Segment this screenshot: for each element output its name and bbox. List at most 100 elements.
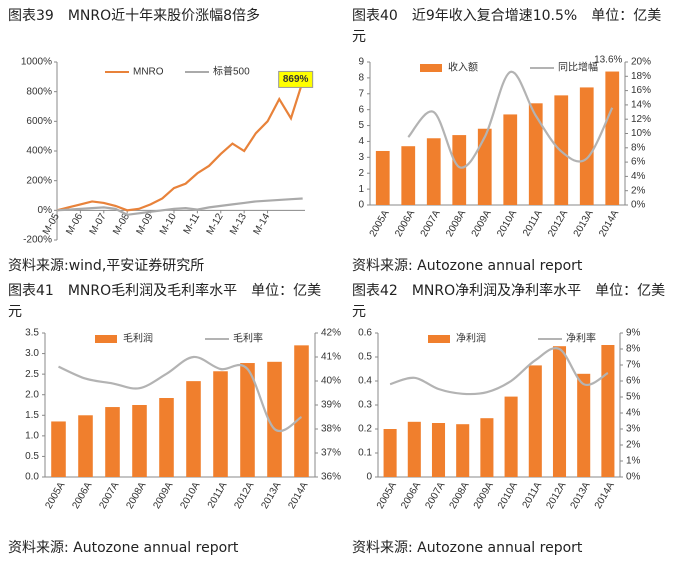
x-tick-label: 2006A <box>70 480 94 511</box>
y-tick-label: 0% <box>38 205 53 216</box>
y2-tick-label: 39% <box>321 400 341 411</box>
y2-tick-label: 0% <box>626 472 641 483</box>
x-tick-label: 2008A <box>444 208 468 239</box>
y-tick-label: 6 <box>358 104 364 115</box>
y2-tick-label: 1% <box>626 456 641 467</box>
y-tick-label: 0.1 <box>358 448 372 459</box>
y-tick-label: 0.6 <box>358 328 372 339</box>
y-tick-label: 4 <box>358 136 364 147</box>
x-tick-label: 2010A <box>496 480 520 511</box>
legend-label: 净利率 <box>566 332 596 345</box>
x-tick-label: 2011A <box>521 480 545 510</box>
bar <box>407 421 421 477</box>
y2-tick-label: 8% <box>631 142 646 153</box>
y2-tick-label: 6% <box>626 376 641 387</box>
y-tick-label: 0.3 <box>358 400 372 411</box>
x-tick-label: 2006A <box>399 480 423 511</box>
annotation: 13.6% <box>594 55 622 66</box>
x-tick-label: 2013A <box>569 480 593 511</box>
y2-tick-label: 7% <box>626 360 641 371</box>
legend-swatch <box>428 335 450 343</box>
x-tick-label: 2006A <box>393 208 417 239</box>
chart-title: 图表40 近9年收入复合增速10.5% 单位：亿美元 <box>352 8 662 45</box>
bar <box>78 415 93 477</box>
x-tick-label: 2011A <box>206 480 230 510</box>
y-tick-label: 9 <box>358 57 364 68</box>
y-tick-label: 200% <box>26 175 52 186</box>
x-tick-label: M-11 <box>182 211 203 236</box>
y2-tick-label: 12% <box>631 114 651 125</box>
legend-swatch <box>95 335 117 343</box>
y-tick-label: 8 <box>358 73 364 84</box>
bar <box>579 87 594 205</box>
x-tick-label: 2010A <box>495 208 519 239</box>
y-tick-label: 0 <box>366 472 372 483</box>
y-tick-label: 0.0 <box>25 472 39 483</box>
y-tick-label: 0.5 <box>25 451 39 462</box>
y2-tick-label: 10% <box>631 128 651 139</box>
x-tick-label: 2012A <box>546 208 570 239</box>
y2-tick-label: 4% <box>626 408 641 419</box>
x-tick-label: M-10 <box>158 211 179 237</box>
bar <box>456 424 470 477</box>
chart-title: 图表41 MNRO毛利润及毛利率水平 单位：亿美元 <box>8 283 322 320</box>
annotation-box <box>278 70 314 88</box>
bar <box>105 407 120 477</box>
y2-tick-label: 9% <box>626 328 641 339</box>
y-tick-label: 1.5 <box>25 410 39 421</box>
bar <box>504 396 518 477</box>
y2-tick-label: 18% <box>631 71 651 82</box>
legend-label: 同比增幅 <box>558 61 598 74</box>
y-tick-label: 1.0 <box>25 430 39 441</box>
source: 资料来源: Autozone annual report <box>8 540 239 556</box>
y-tick-label: 2.0 <box>25 389 39 400</box>
bar <box>503 114 518 205</box>
y2-tick-label: 4% <box>631 171 646 182</box>
y2-tick-label: 14% <box>631 100 651 111</box>
y-tick-label: 3.5 <box>25 328 39 339</box>
x-tick-label: M-14 <box>252 211 273 237</box>
bar <box>601 345 615 477</box>
y2-tick-label: 2% <box>631 185 646 196</box>
y-tick-label: 600% <box>26 116 52 127</box>
y2-tick-label: 40% <box>321 376 341 387</box>
y-tick-label: 800% <box>26 86 52 97</box>
y2-tick-label: 42% <box>321 328 341 339</box>
x-tick-label: M-06 <box>64 211 85 237</box>
bar <box>213 371 228 477</box>
bar <box>552 346 567 477</box>
x-tick-label: 2012A <box>544 480 568 511</box>
line <box>58 355 303 432</box>
legend-swatch <box>420 64 442 72</box>
legend-label: 收入额 <box>448 61 478 74</box>
legend-label: 净利润 <box>456 332 486 345</box>
x-tick-label: 2008A <box>448 480 472 511</box>
x-tick-label: 2007A <box>97 480 121 511</box>
bar <box>51 421 66 477</box>
legend-label: 毛利率 <box>233 332 263 345</box>
source: 资料来源: Autozone annual report <box>352 540 583 556</box>
x-tick-label: M-13 <box>228 211 249 237</box>
y-tick-label: 400% <box>26 146 52 157</box>
bar <box>186 381 201 477</box>
x-tick-label: 2013A <box>259 480 283 511</box>
y-tick-label: 0.4 <box>358 376 372 387</box>
line <box>56 81 304 212</box>
x-tick-label: 2005A <box>368 208 392 239</box>
y-tick-label: 0 <box>358 200 364 211</box>
y-tick-label: 2 <box>358 168 364 179</box>
y2-tick-label: 8% <box>626 344 641 355</box>
x-tick-label: 2013A <box>572 208 596 239</box>
y-tick-label: 0.5 <box>358 352 372 363</box>
y-tick-label: 7 <box>358 88 364 99</box>
x-tick-label: 2008A <box>124 480 148 511</box>
x-tick-label: 2012A <box>232 480 256 511</box>
bar <box>401 146 416 205</box>
x-tick-label: 2014A <box>597 208 621 239</box>
bar <box>577 373 591 477</box>
bar <box>528 103 543 205</box>
y-tick-label: 3.0 <box>25 348 39 359</box>
x-tick-label: 2005A <box>43 480 67 511</box>
legend-label: 毛利润 <box>123 332 153 345</box>
